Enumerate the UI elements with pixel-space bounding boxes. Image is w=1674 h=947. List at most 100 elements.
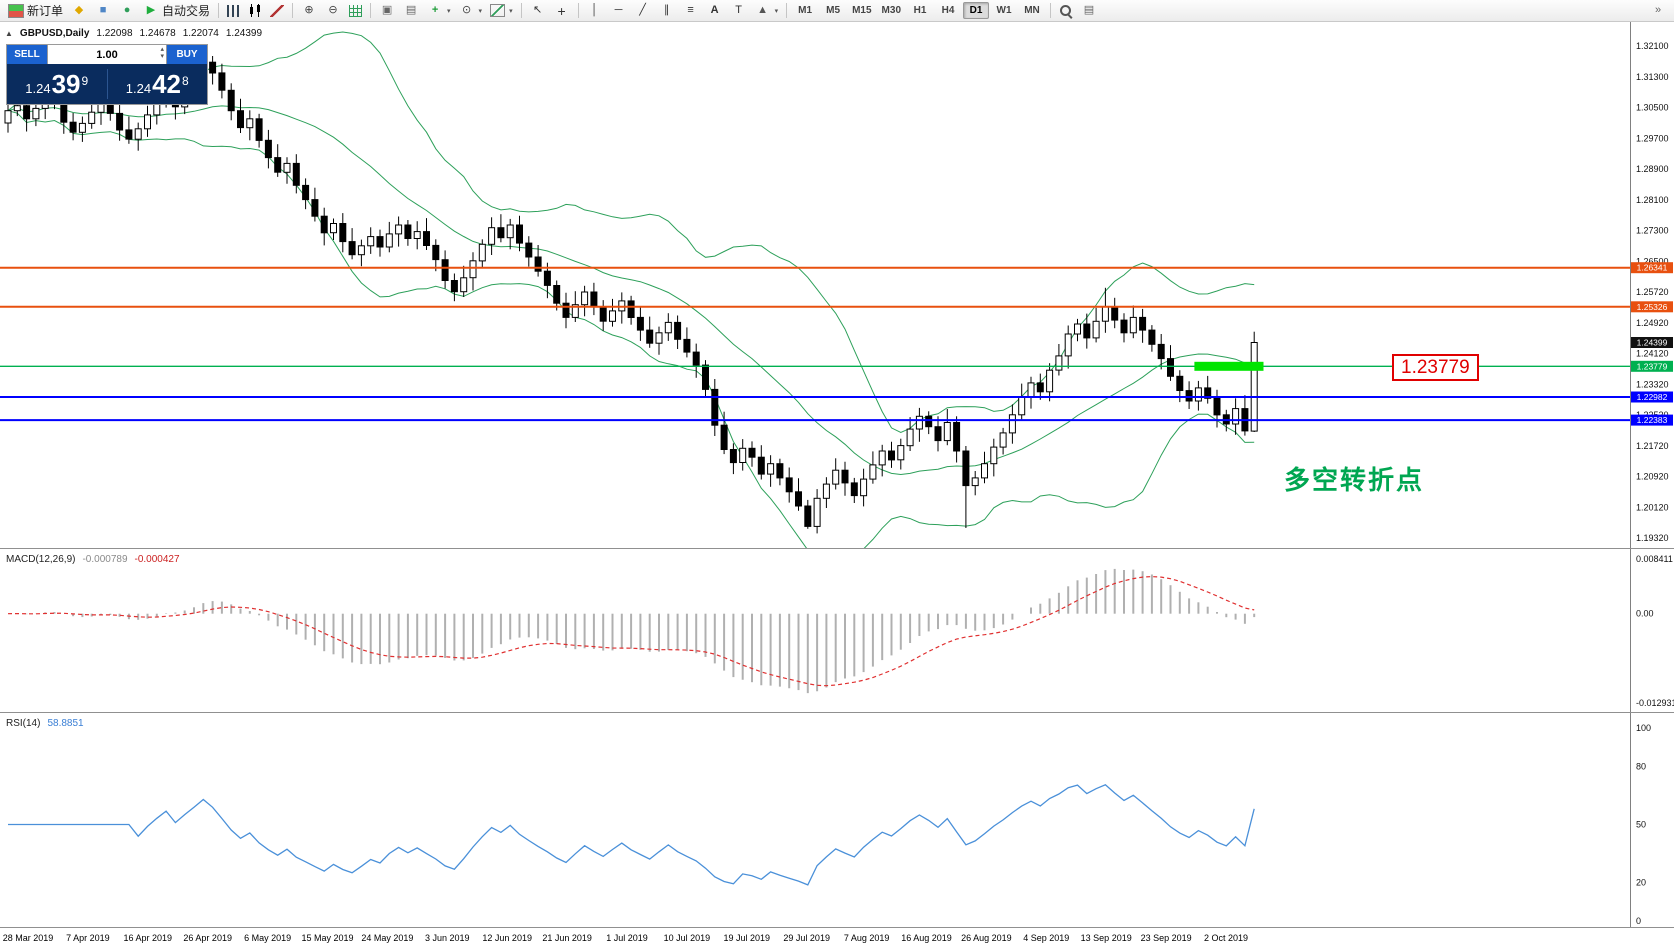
label-tool-icon[interactable]: T [727, 0, 751, 21]
trendline-icon[interactable]: ╱ [631, 0, 655, 21]
dropdown-caret-icon: ▾ [478, 7, 483, 15]
svg-text:1.31300: 1.31300 [1636, 72, 1669, 82]
date-label: 7 Aug 2019 [843, 933, 890, 943]
axis-tag-1.26341: 1.26341 [1631, 262, 1673, 274]
cascade-windows-icon[interactable]: ▤ [399, 0, 423, 21]
vertical-line-icon[interactable]: │ [583, 0, 607, 21]
timeframe-m5-button[interactable]: M5 [826, 5, 841, 16]
timeframe-mn-button[interactable]: MN [1024, 5, 1040, 16]
bollinger-middle-band [7, 105, 1255, 476]
toolbar-separator [218, 3, 220, 18]
horizontal-line-icon[interactable]: ─ [607, 0, 631, 21]
text-tool-icon: A [710, 4, 719, 16]
channel-icon[interactable]: ∥ [655, 0, 679, 21]
add-indicator-button[interactable]: + ▾ [423, 0, 455, 21]
date-axis[interactable]: 28 Mar 2019 7 Apr 2019 16 Apr 2019 26 Apr 2… [0, 927, 1674, 947]
template-menu-icon [490, 4, 506, 17]
timeframe-m1-button[interactable]: M1 [798, 5, 813, 16]
tile-windows-icon [349, 4, 363, 17]
new-order-icon [8, 3, 24, 18]
channel-icon: ∥ [663, 4, 670, 16]
toolbar-separator [786, 3, 788, 18]
turning-point-note[interactable]: 多空转折点 [1284, 465, 1425, 495]
svg-text:1.28100: 1.28100 [1636, 195, 1669, 205]
shapes-tool-button[interactable]: ▲ ▾ [751, 0, 783, 21]
line-chart-icon[interactable] [266, 0, 288, 21]
new-order-button[interactable]: 新订单 [4, 0, 67, 21]
dropdown-caret-icon: ▾ [774, 7, 779, 15]
ohlc-open: 1.22098 [96, 28, 133, 39]
macd-label: MACD(12,26,9) -0.000789 -0.000427 [6, 554, 180, 565]
bid-ask-display: 1.24 39 9 1.24 42 8 [7, 64, 207, 104]
date-label: 21 Jun 2019 [542, 933, 592, 943]
toolbar-overflow-icon: » [1654, 4, 1662, 16]
template-menu-button[interactable]: ▾ [486, 0, 517, 21]
svg-text:1.24920: 1.24920 [1636, 318, 1669, 328]
axis-tag-1.25326: 1.25326 [1631, 301, 1673, 313]
highlight-zone[interactable] [1194, 361, 1264, 371]
tile-windows-icon[interactable] [345, 0, 366, 21]
price-callout[interactable]: 1.23779 [1392, 354, 1479, 381]
text-tool-icon[interactable]: A [703, 0, 727, 21]
ask-price: 1.24 42 8 [125, 69, 189, 99]
timeframe-d1-button[interactable]: D1 [963, 2, 989, 19]
autotrading-button[interactable]: ▶ 自动交易 [139, 0, 214, 21]
autotrading-icon: ▶ [146, 4, 156, 16]
rsi-value: 58.8851 [47, 718, 84, 729]
dropdown-caret-icon: ▾ [447, 7, 451, 15]
data-window-icon[interactable]: ▤ [1077, 0, 1101, 21]
toolbar-overflow-icon[interactable]: » [1646, 0, 1670, 21]
zoom-in-icon[interactable]: ⊕ [297, 0, 321, 21]
date-label: 4 Sep 2019 [1023, 933, 1070, 943]
svg-text:1.29700: 1.29700 [1636, 133, 1669, 143]
volume-value[interactable]: 1.00 [96, 48, 118, 61]
new-chart-icon[interactable]: ● [115, 0, 139, 21]
candlestick-chart-icon[interactable] [244, 0, 266, 21]
date-label: 13 Sep 2019 [1080, 933, 1132, 943]
timeframe-h1-button[interactable]: H1 [913, 5, 927, 16]
timeframe-w1-button[interactable]: W1 [996, 5, 1012, 16]
volume-field[interactable]: 1.00 ▴ ▾ [47, 45, 167, 64]
date-label: 7 Apr 2019 [66, 933, 110, 943]
bar-chart-icon[interactable] [223, 0, 244, 21]
rsi-axis-labels: 100 80 50 20 0 [1636, 723, 1651, 926]
macd-pane[interactable]: 0.008411 0.00 -0.012931 MACD(12,26,9) -0.0… [0, 548, 1674, 713]
one-click-collapse-icon[interactable]: ▲ [5, 29, 13, 38]
timeframe-h4-button[interactable]: H4 [941, 5, 955, 16]
zoom-in-icon: ⊕ [304, 4, 314, 16]
sell-button[interactable]: SELL [7, 45, 47, 64]
crosshair-icon[interactable]: + [550, 0, 574, 21]
volume-down-button[interactable]: ▾ [160, 53, 164, 60]
svg-text:1.24120: 1.24120 [1636, 349, 1669, 359]
svg-text:80: 80 [1636, 762, 1646, 772]
timeframe-m30-button[interactable]: M30 [881, 5, 901, 16]
bid-price: 1.24 39 9 [25, 69, 89, 99]
fibonacci-icon[interactable]: ≡ [679, 0, 703, 21]
svg-text:1.21720: 1.21720 [1636, 441, 1669, 451]
date-label: 26 Apr 2019 [183, 933, 232, 943]
svg-text:1.22383: 1.22383 [1637, 415, 1668, 425]
rsi-name: RSI(14) [6, 718, 41, 729]
cursor-icon[interactable]: ↖ [526, 0, 550, 21]
price-chart-pane[interactable]: 1.32100 1.31300 1.30500 1.29700 1.28900 1.281… [0, 22, 1674, 548]
svg-text:1.26341: 1.26341 [1637, 263, 1668, 273]
zoom-out-icon[interactable]: ⊖ [321, 0, 345, 21]
timeframe-m15-button[interactable]: M15 [852, 5, 872, 16]
svg-text:0.008411: 0.008411 [1636, 554, 1673, 564]
volume-up-button[interactable]: ▴ [160, 46, 164, 53]
date-label: 6 May 2019 [244, 933, 292, 943]
metaeditor-icon[interactable]: ◆ [67, 0, 91, 21]
current-price-tag: 1.24399 [1631, 337, 1673, 348]
market-watch-icon[interactable]: ■ [91, 0, 115, 21]
rsi-pane[interactable]: 100 80 50 20 0 RSI(14) 58.8851 [0, 712, 1674, 928]
chart-header: ▲ GBPUSD,Daily 1.22098 1.24678 1.22074 1… [5, 28, 262, 39]
buy-button[interactable]: BUY [167, 45, 207, 64]
toolbar-separator [292, 3, 294, 18]
svg-text:20: 20 [1636, 877, 1646, 887]
rsi-line [8, 784, 1255, 886]
search-icon[interactable] [1055, 0, 1077, 21]
arrange-windows-icon[interactable]: ▣ [375, 0, 399, 21]
periodicity-menu-button[interactable]: ⊙ ▾ [455, 0, 487, 21]
date-label: 24 May 2019 [361, 933, 414, 943]
